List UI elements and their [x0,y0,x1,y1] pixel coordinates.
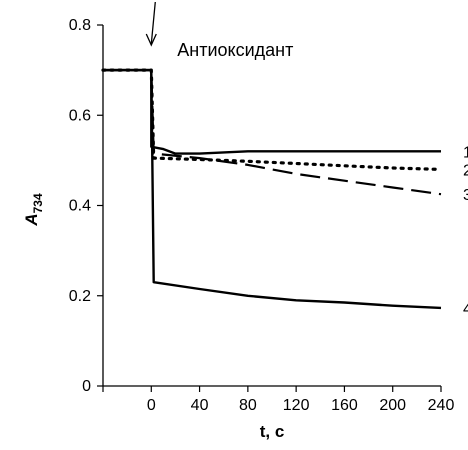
series-3-line [103,69,442,196]
y-axis-title: A734 [22,193,45,227]
x-tick-label: 0 [147,397,156,414]
series-4-line [103,68,442,310]
y-tick-label: 0.8 [69,17,91,34]
series-4-label: 4 [463,301,468,318]
y-tick-label: 0.2 [69,288,91,305]
axes: 0 0.2 0.4 0.6 0.8 0 40 80 120 160 200 240 [69,17,455,414]
y-tick-label: 0 [82,378,91,395]
x-tick-label: 200 [379,397,406,414]
x-tick-label: 80 [239,397,257,414]
annotation-arrow-shaft [150,1,156,45]
y-tick-label: 0.4 [69,198,91,215]
labels: t, c A734 12 3 4 [22,144,468,441]
series-1-label: 1 [463,144,468,161]
x-tick-label: 120 [283,397,310,414]
y-axis-title-main: A [22,213,41,226]
y-axis-title-subscript: 734 [31,193,45,213]
x-axis-title: t, c [260,422,285,441]
series-group [101,68,443,310]
x-tick-label: 240 [428,397,455,414]
series-2-label: 2 [463,162,468,179]
annotation-text: Антиоксидант [177,40,293,60]
x-tick-label: 160 [331,397,358,414]
annotations: Антиоксидант [145,1,293,60]
series-3-label: 3 [463,187,468,204]
series-2-line [101,68,443,171]
x-tick-label: 40 [191,397,209,414]
y-tick-label: 0.6 [69,107,91,124]
annotation-arrow-head [145,33,157,47]
